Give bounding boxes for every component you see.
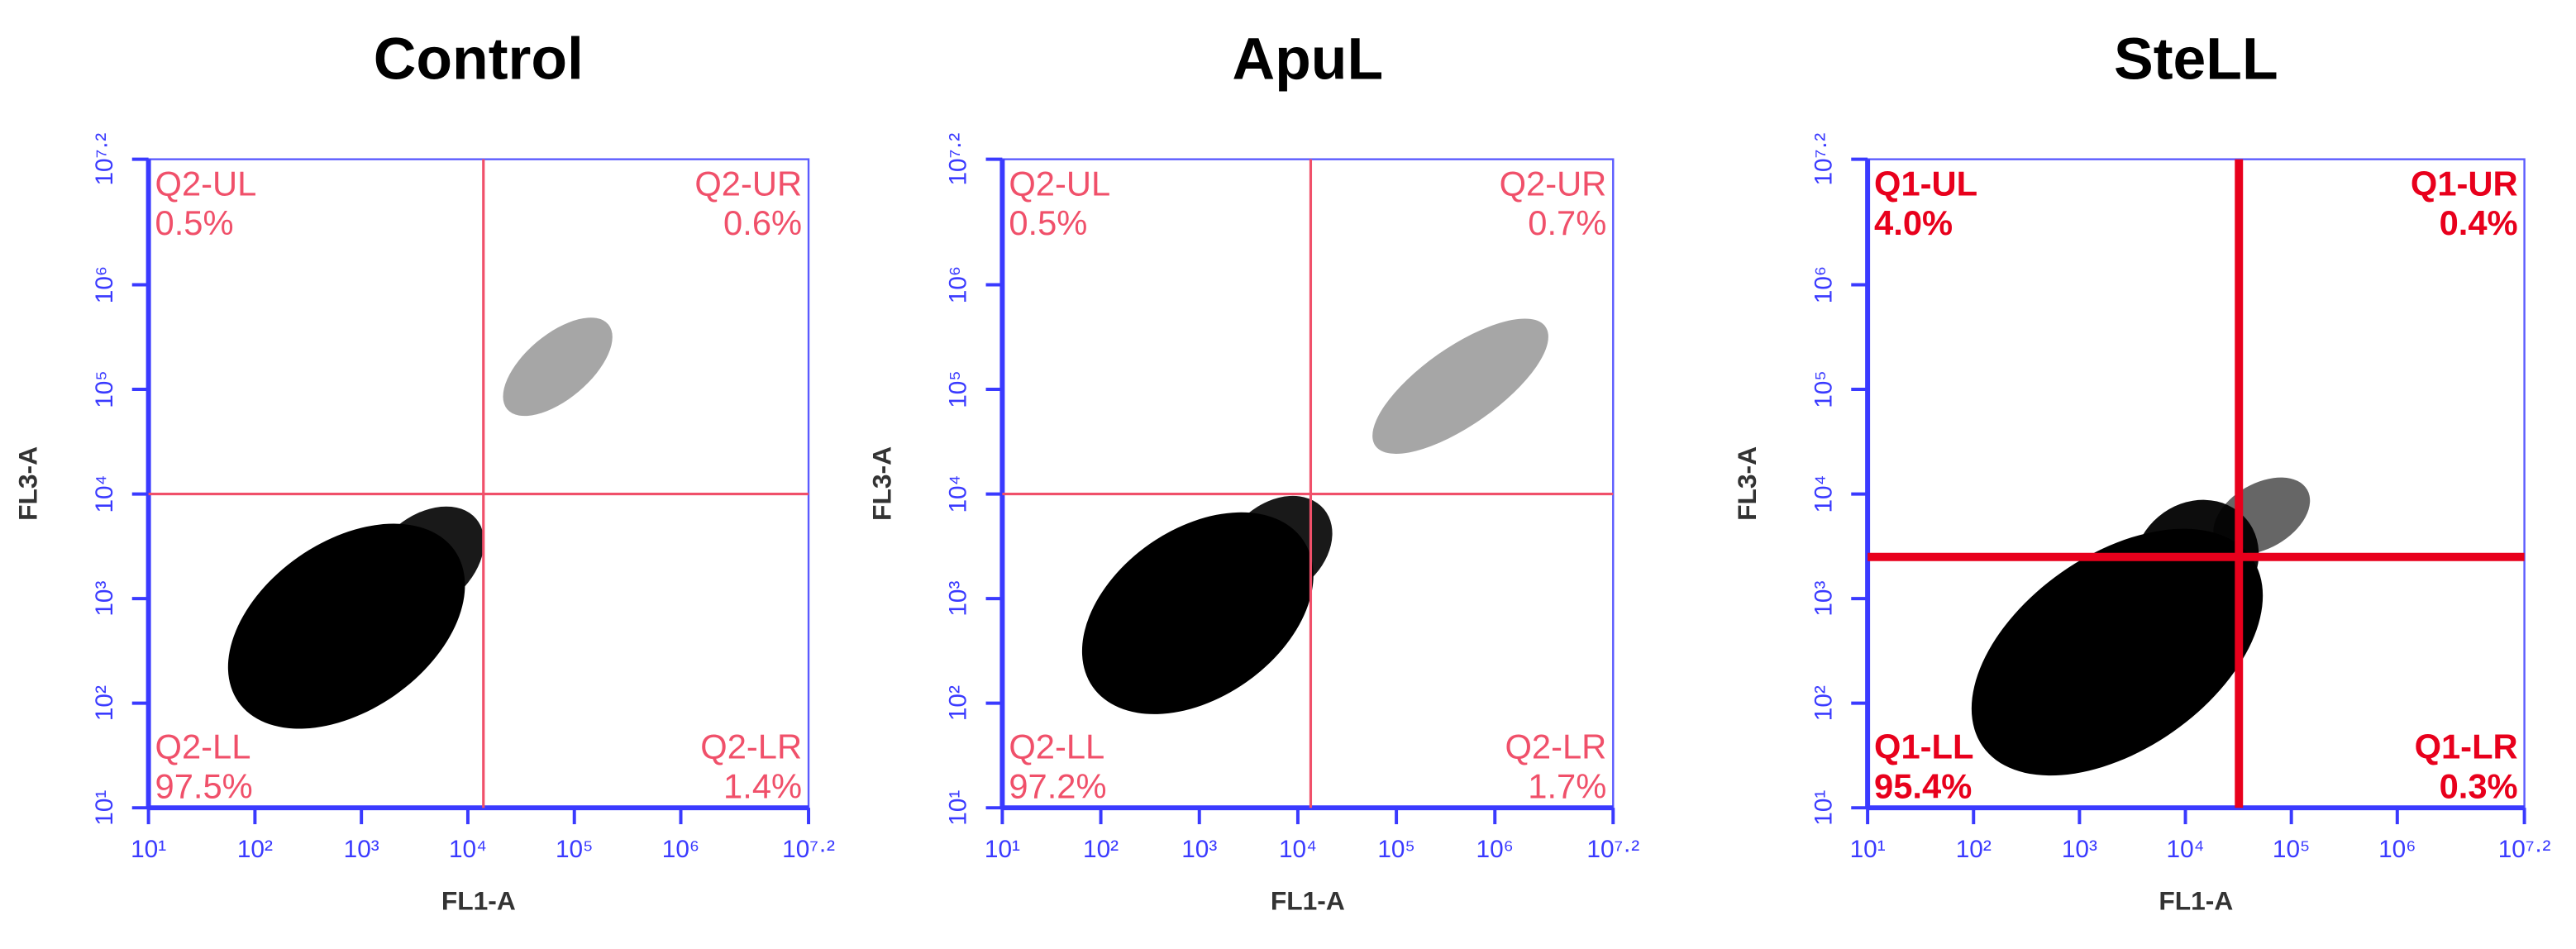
x-axis-label: FL1-A <box>1271 885 1345 915</box>
x-tick-label: 10⁵ <box>1377 836 1414 863</box>
quadrant-percent: 0.6% <box>723 203 802 242</box>
quadrant-name: Q1-UR <box>2411 164 2518 203</box>
x-tick-label: 10⁴ <box>1279 836 1317 863</box>
x-tick-label: 10⁶ <box>662 836 699 863</box>
x-tick-label: 10¹ <box>1850 836 1886 863</box>
y-tick-label: 10³ <box>1810 581 1837 617</box>
chart-title: SteLL <box>2114 26 2278 92</box>
quadrant-percent: 1.4% <box>723 766 802 805</box>
plot-frame <box>1001 158 1615 809</box>
y-tick-label: 10⁶ <box>1810 266 1837 303</box>
x-tick-label: 10² <box>237 836 273 863</box>
panel: ApuL 10¹ 10² 10³ 10⁴ 10⁵ 10⁶ 10⁷·² 10¹ 10² 10³ 10⁴ 1… <box>866 26 1639 915</box>
quadrant-name: Q2-LR <box>1505 727 1607 766</box>
x-tick-label: 10¹ <box>985 836 1020 863</box>
quadrant-percent: 0.3% <box>2440 766 2518 805</box>
quadrant-name: Q2-UL <box>155 164 257 203</box>
y-tick-label: 10⁷·² <box>945 133 972 186</box>
x-tick-label: 10⁷·² <box>1586 836 1639 863</box>
quadrant-name: Q1-LL <box>1874 727 1973 766</box>
cell-cloud <box>503 317 613 417</box>
y-tick-label: 10¹ <box>91 790 118 826</box>
y-tick-label: 10⁴ <box>945 475 972 513</box>
cell-cloud <box>367 506 484 617</box>
y-tick-label: 10⁷·² <box>1810 133 1837 186</box>
y-tick-label: 10² <box>91 685 118 721</box>
y-axis-label: FL3-A <box>13 446 43 521</box>
quadrant-name: Q2-LR <box>700 727 802 766</box>
x-axis-label: FL1-A <box>2159 885 2233 915</box>
quadrant-name: Q1-LR <box>2415 727 2518 766</box>
x-tick-label: 10² <box>1083 836 1119 863</box>
cell-cloud <box>1372 318 1548 454</box>
y-tick-label: 10⁶ <box>945 266 972 303</box>
x-tick-label: 10² <box>1956 836 1992 863</box>
x-tick-label: 10⁴ <box>2167 836 2205 863</box>
x-tick-label: 10⁶ <box>2378 836 2416 863</box>
x-tick-label: 10³ <box>1181 836 1217 863</box>
x-tick-label: 10⁵ <box>2273 836 2310 863</box>
y-tick-label: 10⁵ <box>1810 370 1837 408</box>
y-tick-label: 10⁵ <box>945 370 972 408</box>
panel: Control 10¹ 10² 10³ 10⁴ 10⁵ 10⁶ 10⁷·² 10¹ 10² 10³ 1… <box>13 26 835 915</box>
quadrant-percent: 0.4% <box>2440 203 2518 242</box>
quadrant-percent: 0.5% <box>1009 203 1087 242</box>
y-tick-label: 10³ <box>945 581 972 617</box>
quadrant-name: Q2-LL <box>155 727 251 766</box>
quadrant-percent: 4.0% <box>1874 203 1953 242</box>
quadrant-name: Q2-UR <box>1500 164 1607 203</box>
x-tick-label: 10³ <box>344 836 379 863</box>
quadrant-name: Q1-UL <box>1874 164 1977 203</box>
y-tick-label: 10⁴ <box>1810 475 1837 513</box>
x-tick-label: 10⁷·² <box>782 836 835 863</box>
quadrant-percent: 0.5% <box>155 203 234 242</box>
x-tick-label: 10⁴ <box>449 836 487 863</box>
y-tick-label: 10⁵ <box>91 370 118 408</box>
y-tick-label: 10³ <box>91 581 118 617</box>
x-tick-label: 10⁶ <box>1476 836 1514 863</box>
quadrant-name: Q2-UR <box>694 164 802 203</box>
x-tick-label: 10⁷·² <box>2498 836 2551 863</box>
chart-title: Control <box>374 26 584 92</box>
y-tick-label: 10⁴ <box>91 475 118 513</box>
quadrant-percent: 95.4% <box>1874 766 1972 805</box>
quadrant-percent: 97.2% <box>1009 766 1106 805</box>
y-axis-label: FL3-A <box>866 446 896 521</box>
y-axis-label: FL3-A <box>1732 446 1762 521</box>
y-tick-label: 10⁶ <box>91 266 118 303</box>
quadrant-name: Q2-LL <box>1009 727 1104 766</box>
x-tick-label: 10¹ <box>131 836 166 863</box>
y-tick-label: 10¹ <box>1810 790 1837 826</box>
y-tick-label: 10¹ <box>945 790 972 826</box>
x-tick-label: 10⁵ <box>556 836 593 863</box>
quadrant-name: Q2-UL <box>1009 164 1110 203</box>
quadrant-percent: 97.5% <box>155 766 253 805</box>
x-axis-label: FL1-A <box>441 885 516 915</box>
y-tick-label: 10⁷·² <box>91 133 118 186</box>
y-tick-label: 10² <box>1810 685 1837 721</box>
quadrant-percent: 0.7% <box>1528 203 1606 242</box>
cell-cloud <box>1222 495 1333 601</box>
panel: SteLL 10¹ 10² 10³ 10⁴ 10⁵ 10⁶ 10⁷·² 10¹ 10² 10³ 10⁴… <box>1732 26 2550 915</box>
y-tick-label: 10² <box>945 685 972 721</box>
chart-title: ApuL <box>1232 26 1383 92</box>
x-tick-label: 10³ <box>2062 836 2097 863</box>
quadrant-percent: 1.7% <box>1528 766 1606 805</box>
